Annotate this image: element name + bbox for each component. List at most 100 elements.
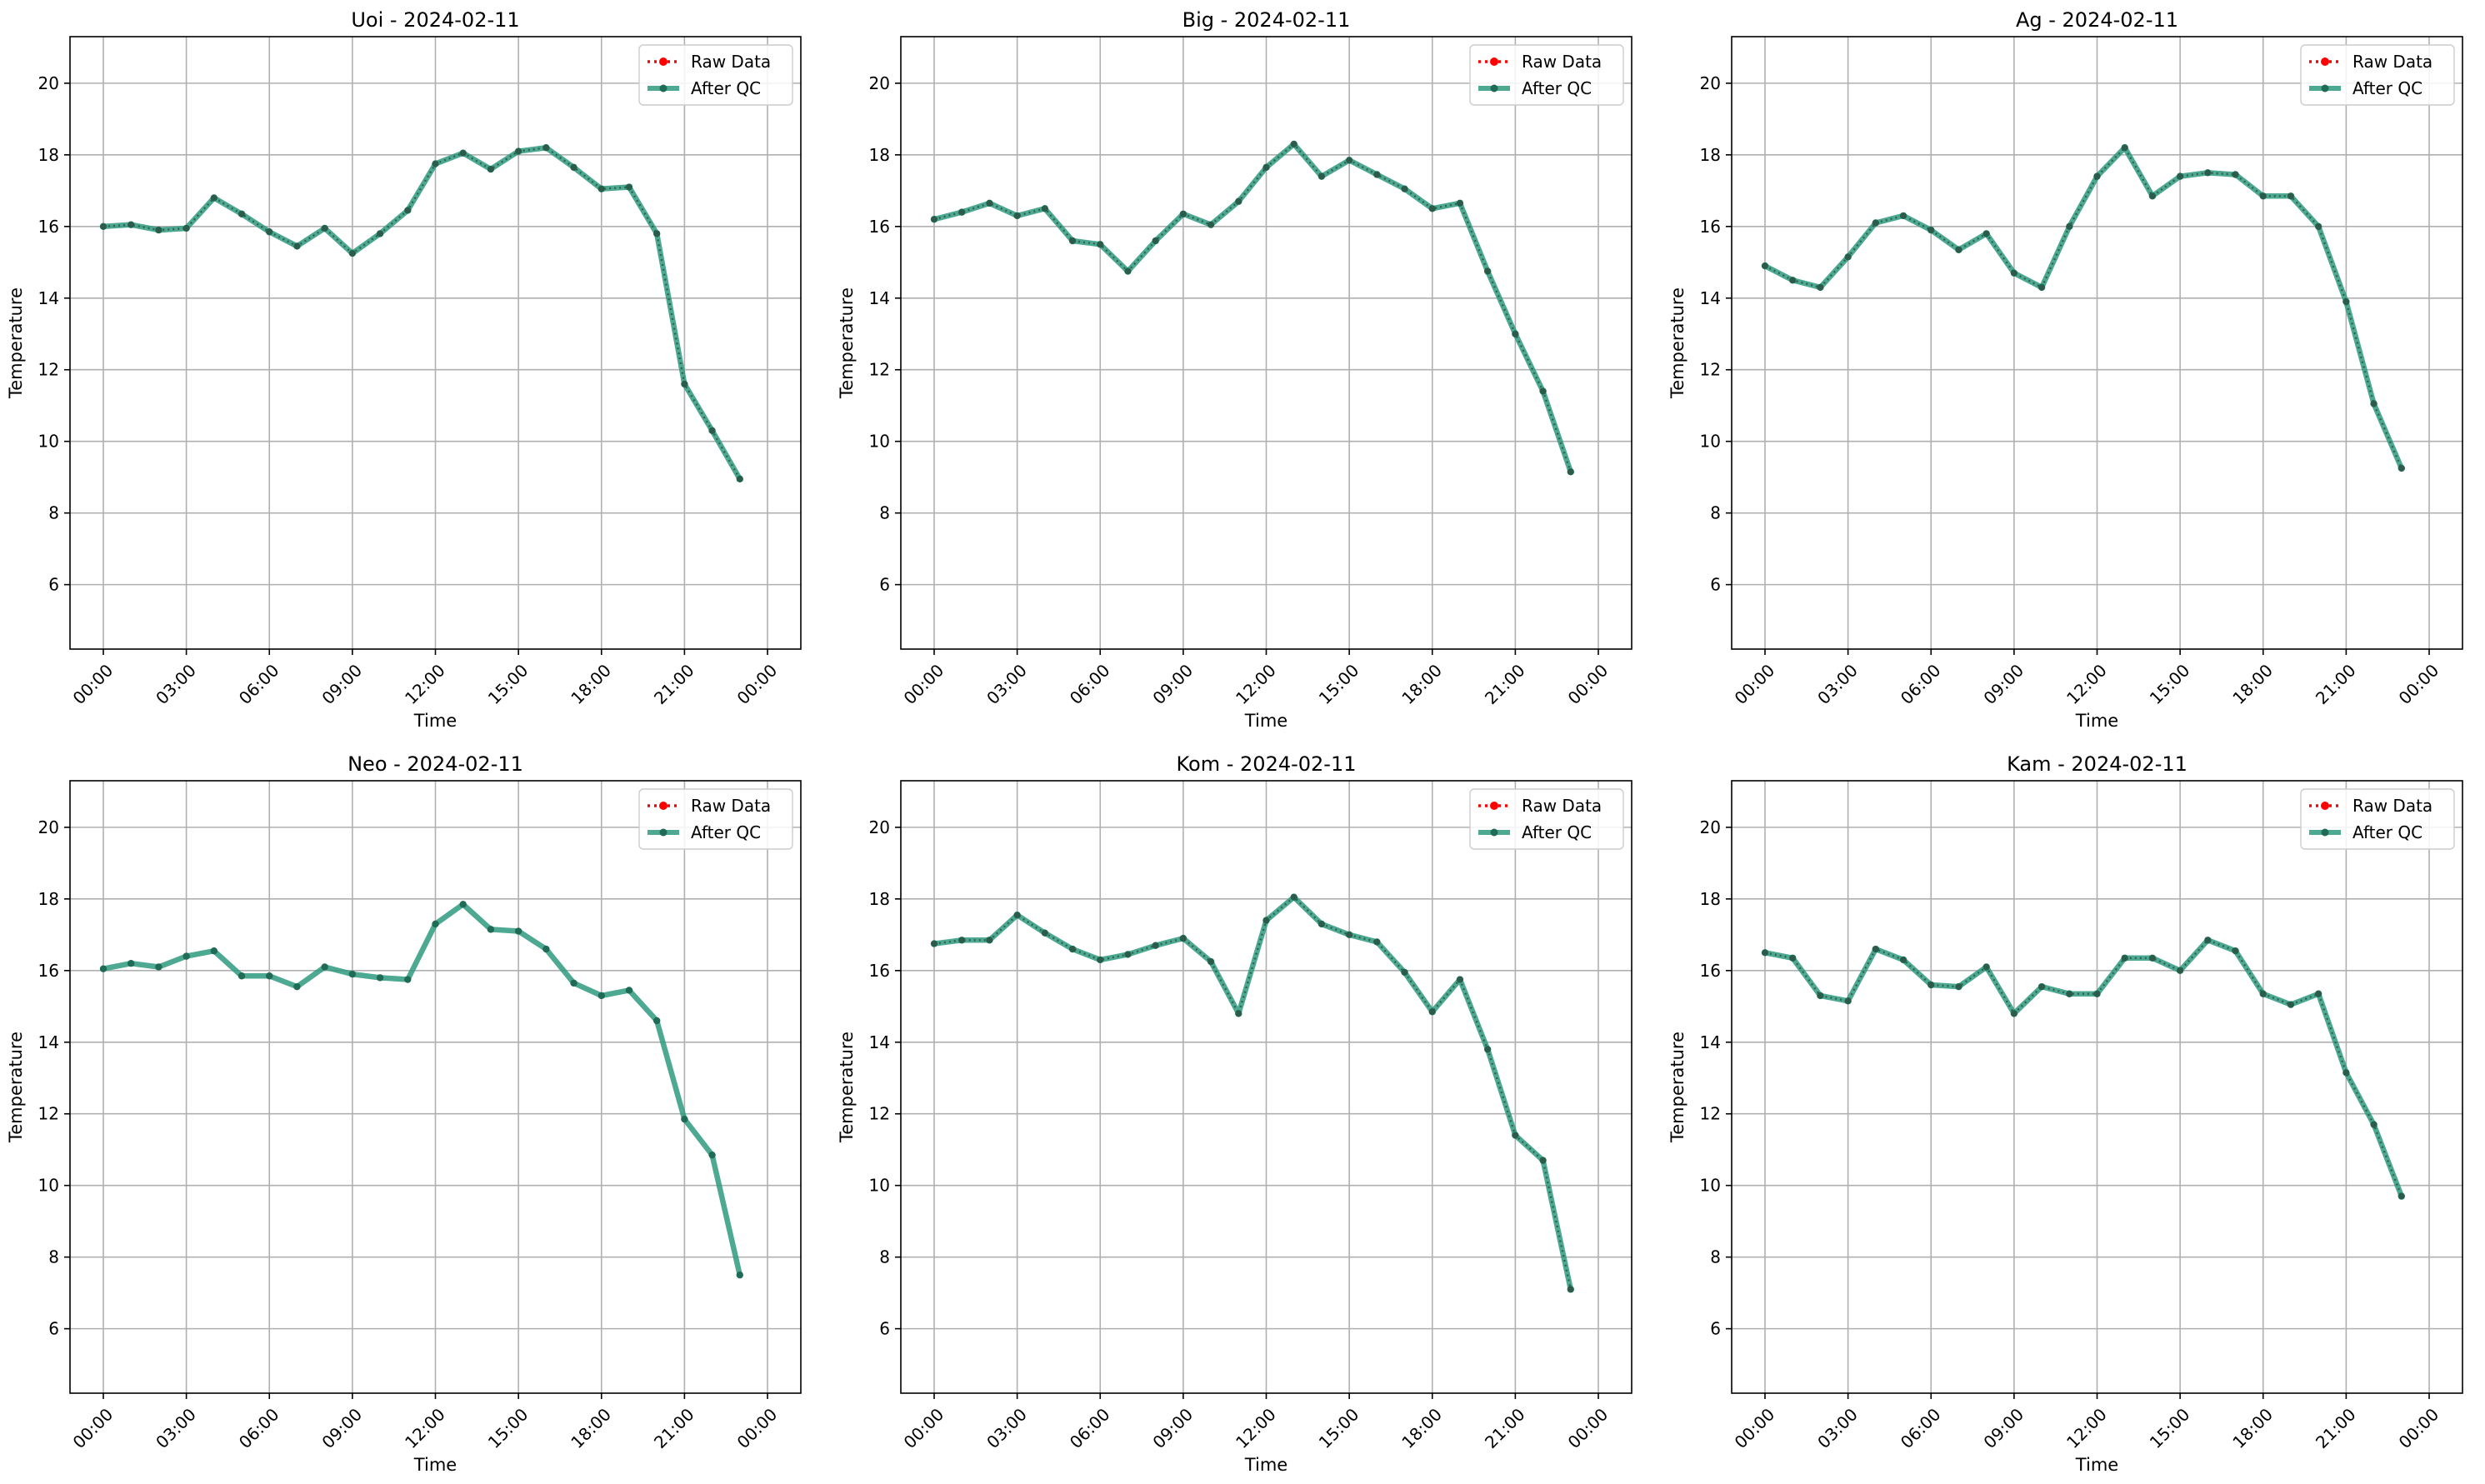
chart-panel-3: 00:00 03:00 06:00 09:00 12:00 15:00 18:00 21:00… bbox=[1668, 8, 2463, 731]
raw-data-point bbox=[294, 243, 300, 249]
legend-qc-label: After QC bbox=[691, 822, 761, 842]
y-tick-label: 8 bbox=[879, 1247, 890, 1267]
y-tick-label: 20 bbox=[38, 73, 59, 93]
legend-qc-label: After QC bbox=[2352, 822, 2422, 842]
raw-data-point bbox=[1069, 237, 1076, 244]
x-tick-label: 09:00 bbox=[1979, 1404, 2028, 1452]
after-qc-line bbox=[102, 144, 742, 481]
y-axis-label: Temperature bbox=[6, 1032, 26, 1143]
y-tick-label: 6 bbox=[1710, 1319, 1721, 1339]
chart-title: Kam - 2024-02-11 bbox=[2007, 752, 2188, 776]
x-tick-label: 18:00 bbox=[2228, 660, 2277, 708]
x-tick-label: 21:00 bbox=[2312, 1404, 2360, 1452]
raw-data-point bbox=[987, 200, 992, 207]
y-tick-label: 6 bbox=[1710, 575, 1721, 595]
raw-data-point bbox=[1042, 930, 1048, 936]
raw-data-point bbox=[1762, 262, 1768, 269]
raw-data-point bbox=[1983, 231, 1989, 237]
x-tick-label: 21:00 bbox=[1481, 660, 1529, 708]
legend-raw-label: Raw Data bbox=[2352, 796, 2432, 816]
raw-data-point bbox=[1014, 912, 1020, 918]
x-tick-label: 00:00 bbox=[733, 1404, 782, 1452]
raw-data-point bbox=[1568, 469, 1573, 475]
x-tick-label: 12:00 bbox=[2062, 660, 2111, 708]
grid bbox=[1732, 781, 2462, 1393]
x-tick-label: 12:00 bbox=[1232, 660, 1280, 708]
raw-data-line bbox=[102, 146, 741, 480]
raw-data-point bbox=[128, 222, 134, 227]
raw-data-point bbox=[156, 227, 162, 233]
y-tick-label: 18 bbox=[1700, 889, 1721, 909]
raw-data-point bbox=[1098, 242, 1103, 247]
after-qc-point bbox=[514, 927, 522, 935]
legend-raw-label: Raw Data bbox=[691, 52, 771, 72]
raw-data-point bbox=[1790, 955, 1796, 961]
raw-data-point bbox=[2343, 1070, 2349, 1076]
after-qc-point bbox=[238, 972, 246, 980]
raw-data-point bbox=[959, 209, 965, 215]
y-tick-label: 12 bbox=[1700, 360, 1721, 380]
y-tick-label: 8 bbox=[1710, 1247, 1721, 1267]
x-tick-label: 21:00 bbox=[650, 660, 698, 708]
raw-data-point bbox=[2122, 955, 2128, 961]
y-tick-label: 14 bbox=[1700, 1032, 1721, 1052]
y-tick-label: 14 bbox=[38, 288, 59, 308]
y-tick-label: 16 bbox=[1700, 961, 1721, 981]
x-tick-label: 15:00 bbox=[2146, 660, 2194, 708]
raw-data-point bbox=[598, 186, 604, 192]
raw-data-point bbox=[1872, 220, 1879, 226]
raw-data-point bbox=[2398, 465, 2404, 472]
y-tick-label: 18 bbox=[38, 889, 59, 909]
raw-data-point bbox=[1845, 998, 1851, 1004]
raw-data-point bbox=[1318, 921, 1325, 927]
raw-data-point bbox=[1098, 957, 1103, 963]
chart-panel-6: 00:00 03:00 06:00 09:00 12:00 15:00 18:00 21:00… bbox=[1668, 752, 2463, 1475]
raw-data-point bbox=[460, 150, 466, 156]
y-tick-label: 6 bbox=[48, 575, 59, 595]
x-tick-label: 15:00 bbox=[484, 1404, 532, 1452]
raw-data-point bbox=[987, 937, 992, 943]
x-tick-label: 00:00 bbox=[69, 1404, 118, 1452]
x-axis-label: Time bbox=[413, 1455, 457, 1475]
raw-data-point bbox=[1928, 982, 1934, 988]
x-tick-label: 00:00 bbox=[69, 660, 118, 708]
raw-data-point bbox=[1374, 172, 1380, 177]
series-after-qc bbox=[1761, 144, 2405, 472]
raw-data-point bbox=[1457, 977, 1463, 982]
after-qc-point bbox=[348, 970, 357, 978]
y-tick-label: 12 bbox=[38, 1104, 59, 1124]
raw-data-point bbox=[1263, 917, 1269, 923]
raw-data-point bbox=[1014, 212, 1020, 219]
y-tick-label: 20 bbox=[1700, 73, 1721, 93]
after-qc-point bbox=[404, 976, 412, 983]
x-tick-label: 00:00 bbox=[900, 660, 948, 708]
raw-data-point bbox=[1872, 946, 1879, 952]
raw-data-point bbox=[2094, 173, 2100, 179]
y-tick-label: 18 bbox=[869, 145, 890, 165]
raw-data-point bbox=[2011, 270, 2018, 276]
x-axis-label: Time bbox=[2075, 711, 2118, 731]
after-qc-line bbox=[102, 902, 742, 1276]
y-tick-label: 10 bbox=[38, 432, 59, 452]
chart-title: Neo - 2024-02-11 bbox=[348, 752, 523, 776]
raw-data-point bbox=[1152, 237, 1158, 244]
y-tick-label: 10 bbox=[1700, 432, 1721, 452]
y-tick-label: 12 bbox=[869, 360, 890, 380]
raw-data-point bbox=[267, 229, 272, 235]
series-after-qc bbox=[99, 901, 743, 1279]
raw-data-point bbox=[2343, 298, 2349, 305]
series-after-qc bbox=[930, 140, 1574, 476]
x-tick-label: 15:00 bbox=[1315, 1404, 1363, 1452]
chart-panel-2: 00:00 03:00 06:00 09:00 12:00 15:00 18:00 21:00… bbox=[837, 8, 1632, 731]
y-tick-label: 8 bbox=[1710, 503, 1721, 523]
raw-data-point bbox=[2315, 991, 2322, 997]
x-tick-label: 06:00 bbox=[235, 1404, 283, 1452]
raw-data-point bbox=[682, 381, 688, 387]
chart-title: Ag - 2024-02-11 bbox=[2016, 8, 2178, 32]
raw-data-point bbox=[2149, 193, 2156, 199]
legend-raw-label: Raw Data bbox=[1522, 796, 1602, 816]
raw-data-point bbox=[1069, 946, 1076, 952]
raw-data-point bbox=[2205, 170, 2211, 176]
raw-data-point bbox=[1429, 206, 1435, 212]
